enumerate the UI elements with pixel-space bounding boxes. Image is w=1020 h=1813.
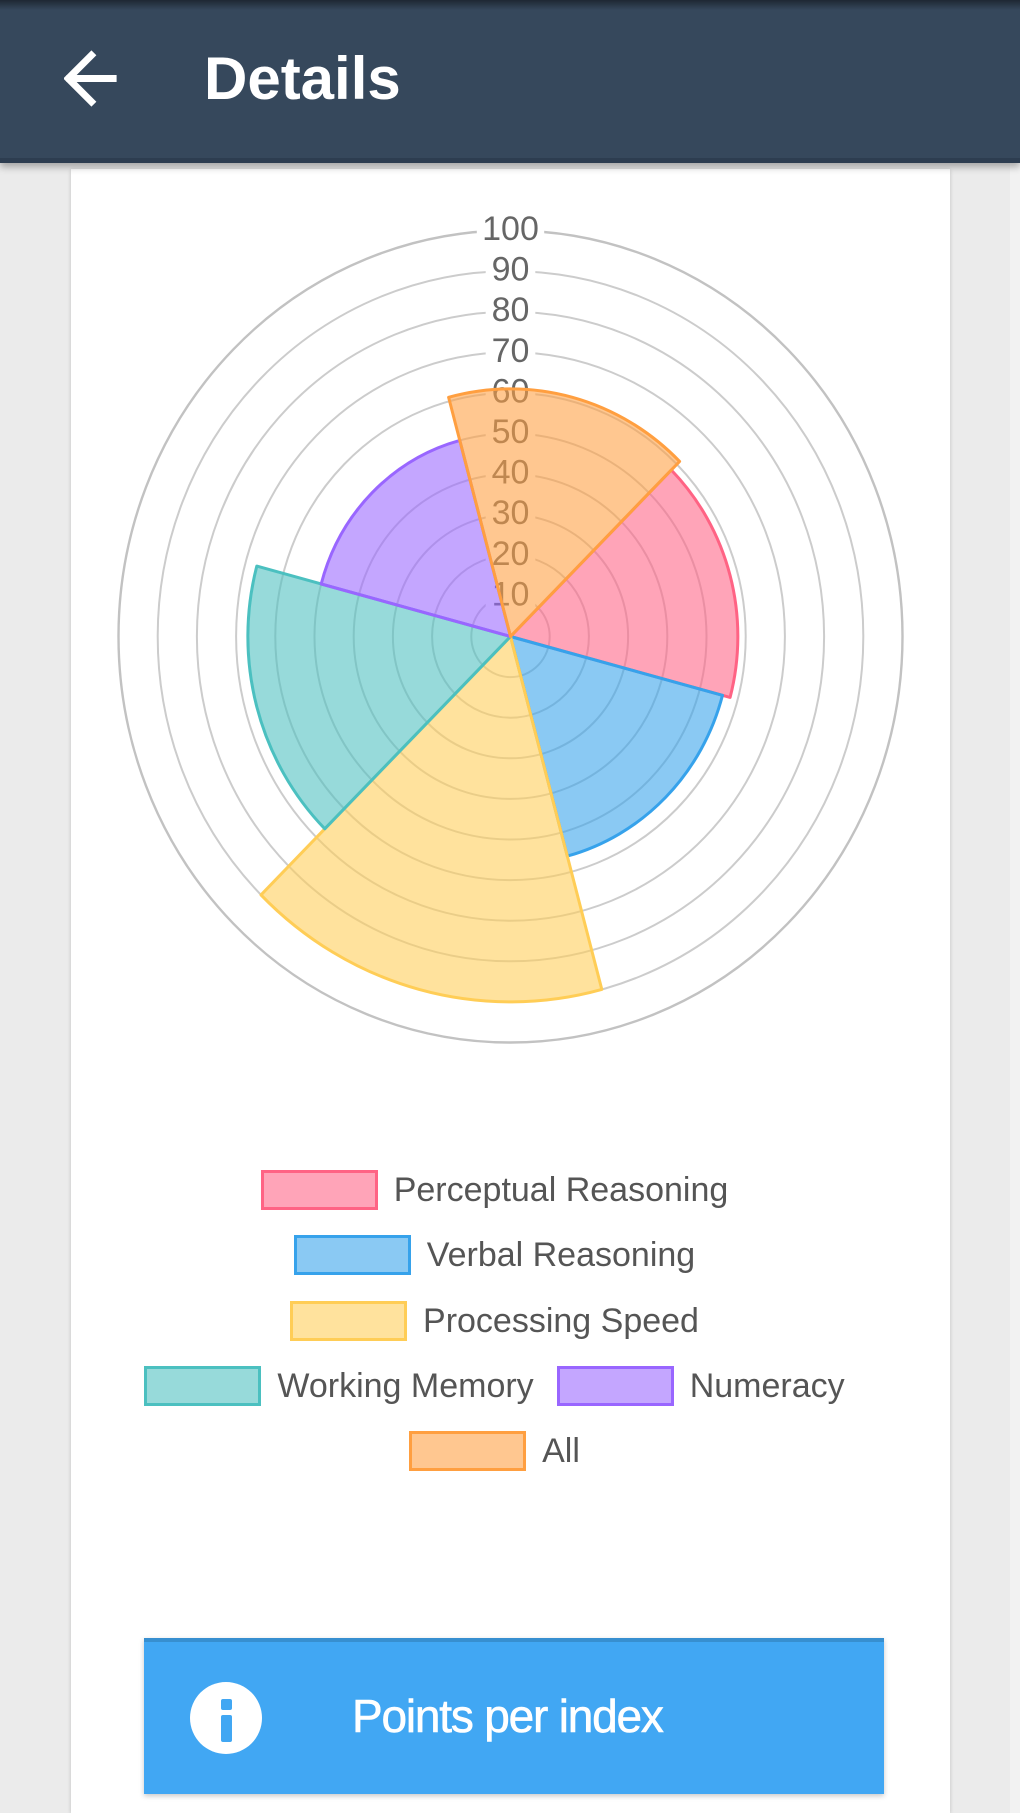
svg-text:90: 90 xyxy=(492,251,530,289)
svg-text:100: 100 xyxy=(482,210,539,248)
svg-text:80: 80 xyxy=(492,291,530,329)
svg-text:70: 70 xyxy=(492,332,530,370)
